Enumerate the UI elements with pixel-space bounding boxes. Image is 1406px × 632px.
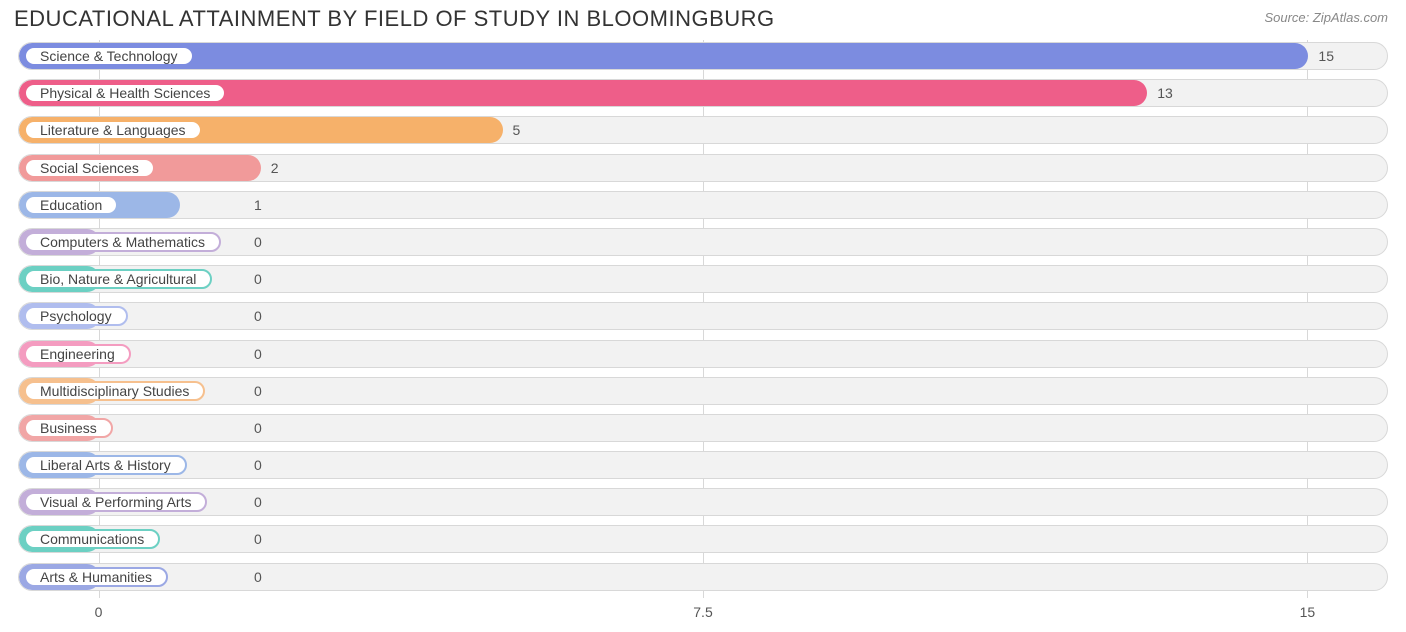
category-label-pill: Business [24,418,113,438]
category-label-pill: Literature & Languages [24,120,202,140]
category-label-pill: Psychology [24,306,128,326]
x-axis: 0 7.5 15 [18,600,1388,626]
category-label-pill: Arts & Humanities [24,567,168,587]
chart-title: EDUCATIONAL ATTAINMENT BY FIELD OF STUDY… [14,6,775,32]
bar-row: Social Sciences 2 [18,154,1388,182]
category-label-pill: Liberal Arts & History [24,455,187,475]
bar-row: Business 0 [18,414,1388,442]
category-label-pill: Computers & Mathematics [24,232,221,252]
axis-tick-label: 0 [95,604,103,620]
bar-row: Education 1 [18,191,1388,219]
chart-area: Science & Technology15Physical & Health … [0,40,1406,591]
bar-row: Liberal Arts & History 0 [18,451,1388,479]
bar-row: Science & Technology 15 [18,42,1388,70]
bar-row: Multidisciplinary Studies 0 [18,377,1388,405]
bar-row: Communications 0 [18,525,1388,553]
bar-row: Engineering 0 [18,340,1388,368]
axis-tick-label: 15 [1300,604,1316,620]
bar-row: Psychology 0 [18,302,1388,330]
value-label: 13 [1147,80,1173,106]
category-label-pill: Communications [24,529,160,549]
value-label: 1 [244,192,262,218]
value-label: 0 [244,452,262,478]
bar-row: Literature & Languages 5 [18,116,1388,144]
category-label-pill: Physical & Health Sciences [24,83,226,103]
value-label: 0 [244,341,262,367]
bar-fill [19,43,1308,69]
axis-tick-label: 7.5 [693,604,712,620]
value-label: 0 [244,303,262,329]
category-label-pill: Science & Technology [24,46,194,66]
value-label: 5 [503,117,521,143]
value-label: 2 [261,155,279,181]
value-label: 0 [244,229,262,255]
value-label: 0 [244,378,262,404]
category-label-pill: Multidisciplinary Studies [24,381,205,401]
value-label: 0 [244,415,262,441]
bar-row: Arts & Humanities 0 [18,563,1388,591]
bar-row: Computers & Mathematics 0 [18,228,1388,256]
category-label-pill: Visual & Performing Arts [24,492,207,512]
category-label-pill: Social Sciences [24,158,155,178]
category-label-pill: Engineering [24,344,131,364]
value-label: 0 [244,526,262,552]
category-label-pill: Education [24,195,118,215]
bar-row: Bio, Nature & Agricultural 0 [18,265,1388,293]
value-label: 15 [1308,43,1334,69]
source-attribution: Source: ZipAtlas.com [1264,6,1388,25]
category-label-pill: Bio, Nature & Agricultural [24,269,212,289]
header: EDUCATIONAL ATTAINMENT BY FIELD OF STUDY… [0,0,1406,40]
bar-row: Physical & Health Sciences 13 [18,79,1388,107]
value-label: 0 [244,266,262,292]
bar-row: Visual & Performing Arts 0 [18,488,1388,516]
bar-rows: Science & Technology15Physical & Health … [18,42,1388,591]
value-label: 0 [244,564,262,590]
value-label: 0 [244,489,262,515]
